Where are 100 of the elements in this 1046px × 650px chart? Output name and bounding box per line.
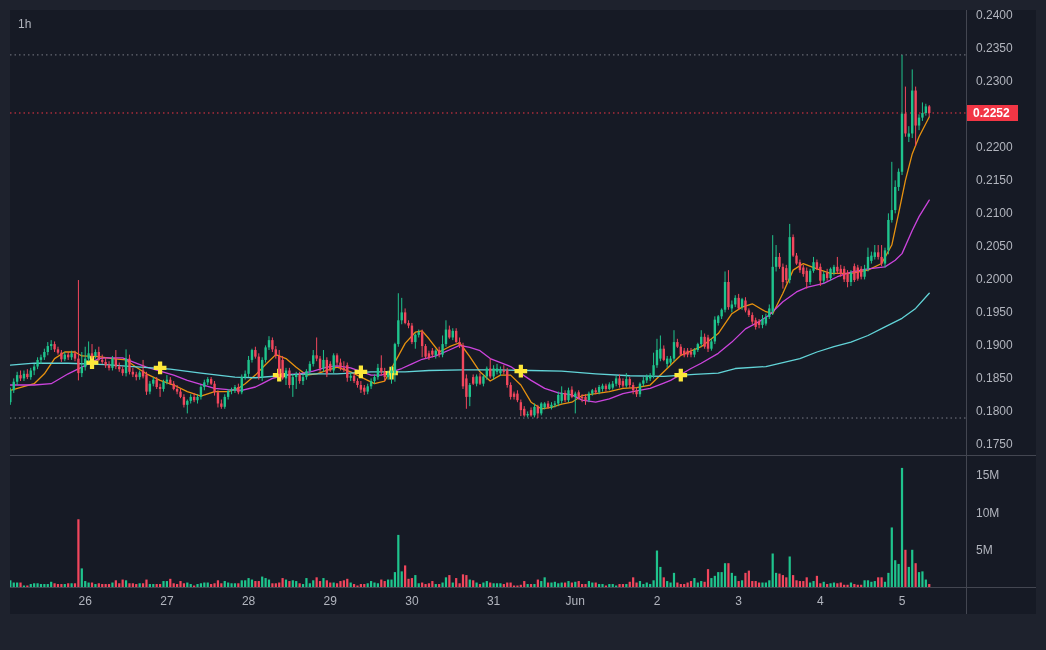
bar	[182, 583, 186, 587]
bar	[274, 583, 277, 587]
bar	[904, 549, 907, 587]
bar	[410, 578, 414, 587]
bar	[587, 581, 591, 587]
bar	[798, 581, 802, 587]
bar	[802, 581, 805, 587]
bar	[730, 572, 733, 587]
bar	[638, 581, 642, 587]
text: 1h	[18, 17, 32, 31]
bar	[199, 583, 203, 587]
bar	[788, 556, 791, 587]
bar	[768, 580, 771, 587]
bar	[80, 568, 83, 587]
bar	[880, 577, 883, 587]
bar	[717, 572, 720, 587]
x-tick-label: 30	[405, 594, 419, 608]
candlestick	[853, 263, 856, 283]
bar	[335, 583, 339, 587]
bar	[465, 575, 468, 587]
bar	[444, 577, 448, 587]
candlestick	[332, 352, 335, 374]
bar	[727, 563, 730, 587]
bar	[632, 577, 635, 587]
candlestick	[56, 346, 60, 356]
bar	[533, 584, 536, 587]
bar	[672, 572, 676, 587]
candlestick	[288, 367, 291, 389]
candlestick	[819, 263, 822, 287]
candlestick	[621, 377, 625, 389]
y-tick-label: 0.1950	[976, 305, 1014, 320]
y-tick-label: 0.1850	[976, 371, 1014, 386]
y-tick-label: 5M	[976, 542, 993, 557]
x-tick-label: 5	[898, 594, 906, 608]
x-tick-label: 4	[816, 594, 824, 608]
candlestick	[128, 354, 131, 375]
y-tick-label: 0.1900	[976, 338, 1014, 353]
bar	[543, 577, 546, 587]
bar	[131, 583, 134, 587]
bar	[754, 581, 757, 587]
candlestick	[175, 384, 179, 395]
bar	[257, 581, 260, 587]
bar	[877, 577, 880, 587]
bar	[414, 575, 417, 587]
bar	[216, 580, 220, 587]
y-tick-label: 0.2350	[976, 41, 1014, 56]
y-tick-label: 0.2050	[976, 239, 1014, 254]
bar	[128, 583, 131, 587]
bar	[662, 577, 665, 587]
bar	[890, 527, 893, 587]
x-tick-label: 3	[735, 594, 743, 608]
y-tick-label: 0.1800	[976, 404, 1014, 419]
x-tick-label: 2	[653, 594, 661, 608]
x-tick-label: 31	[486, 594, 501, 608]
x-tick-label: 27	[160, 594, 174, 608]
bar	[124, 580, 128, 587]
bar	[404, 565, 407, 587]
candlestick	[880, 244, 883, 267]
ref-line-label: 0.2252	[973, 106, 1011, 120]
bar	[737, 581, 740, 587]
bar	[373, 582, 376, 587]
bar	[900, 467, 904, 587]
bar	[540, 581, 543, 587]
bar	[369, 581, 373, 587]
bar	[233, 583, 237, 587]
bar	[417, 583, 420, 587]
bar	[866, 580, 870, 587]
y-tick-label: 0.1750	[976, 437, 1014, 452]
bar	[455, 578, 458, 587]
bar	[172, 583, 175, 587]
bar	[342, 580, 345, 587]
y-tick-label: 0.2200	[976, 140, 1014, 155]
bar	[689, 581, 693, 587]
bar	[693, 578, 696, 587]
y-tick-label: 0.2150	[976, 173, 1014, 188]
bar	[400, 571, 403, 587]
x-tick-label: 26	[78, 594, 93, 608]
y-tick-label: 0.2300	[976, 74, 1014, 89]
bar	[863, 580, 866, 587]
bar	[448, 575, 451, 587]
bar	[141, 583, 145, 587]
bar	[118, 583, 121, 587]
candlestick	[904, 86, 907, 138]
bar	[281, 578, 284, 587]
bar	[305, 578, 308, 587]
x-tick-label: 29	[323, 594, 338, 608]
bar	[485, 581, 488, 587]
bar	[376, 583, 380, 587]
bar	[482, 582, 485, 587]
y-tick-label: 0.2400	[976, 8, 1014, 23]
bar	[914, 563, 917, 587]
bar	[723, 563, 727, 587]
bar	[706, 569, 710, 587]
bar	[917, 572, 921, 587]
bar	[145, 579, 148, 587]
bar	[339, 581, 342, 587]
bar	[792, 575, 795, 587]
y-tick-label: 10M	[976, 505, 1000, 520]
y-tick-label: 0.2100	[976, 206, 1014, 221]
y-tick-label: 0.2000	[976, 272, 1014, 287]
